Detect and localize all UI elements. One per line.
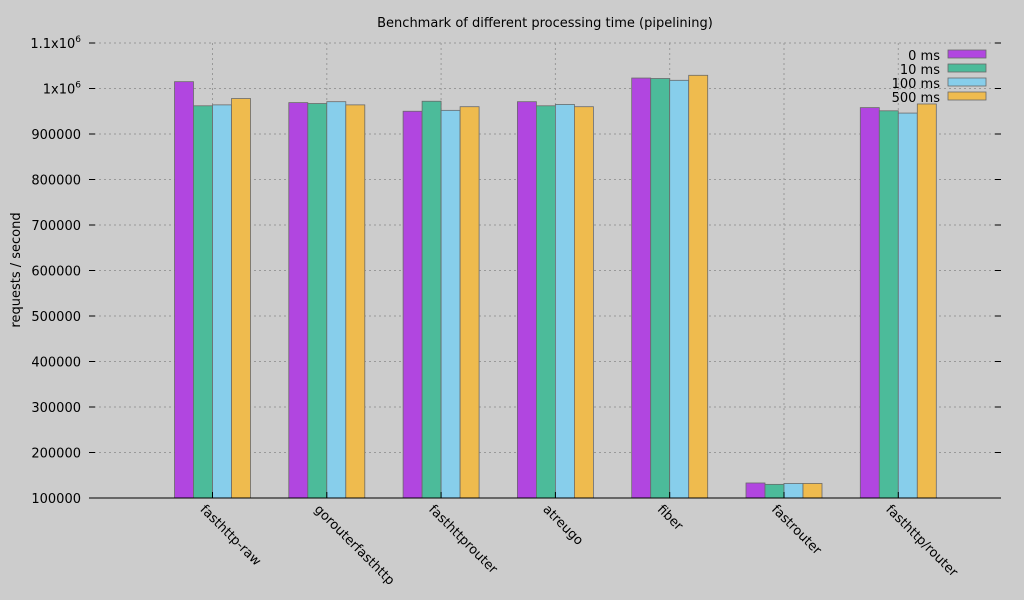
x-tick-label: fastrouter — [768, 502, 824, 558]
y-tick-label: 1.1x106 — [30, 35, 81, 52]
y-tick-label: 700000 — [31, 219, 81, 234]
bar-500ms-1 — [345, 104, 366, 499]
bar-0ms-2 — [402, 110, 423, 499]
bar-0ms-3 — [517, 101, 537, 499]
x-tick-label: atreugo — [540, 502, 586, 548]
axes — [89, 42, 1001, 499]
x-tick-label: gorouterfasthttp — [311, 502, 397, 588]
x-tick-label: fiber — [654, 502, 686, 534]
legend-label: 500 ms — [892, 91, 941, 106]
bar-0ms-1 — [288, 102, 309, 499]
y-tick-label: 1x106 — [43, 81, 82, 98]
y-tick-label: 300000 — [31, 401, 81, 416]
y-tick-label: 500000 — [31, 310, 81, 325]
x-tick-label: fasthttp/router — [882, 502, 960, 580]
bar-500ms-0 — [231, 98, 251, 499]
bars — [174, 74, 937, 499]
y-tick-label: 200000 — [31, 447, 81, 462]
bar-100ms-2 — [440, 109, 461, 499]
bar-500ms-3 — [574, 106, 594, 499]
x-tick-label: fasthttp-raw — [197, 502, 264, 569]
bar-100ms-4 — [669, 79, 690, 499]
y-tick-label: 600000 — [31, 265, 81, 280]
legend-label: 10 ms — [900, 63, 940, 78]
bar-0ms-5 — [745, 482, 766, 499]
bar-100ms-6 — [897, 112, 918, 499]
bar-10ms-1 — [307, 103, 328, 499]
y-tick-label: 100000 — [31, 492, 81, 507]
bar-100ms-0 — [212, 104, 232, 499]
y-tick-label: 900000 — [31, 128, 81, 143]
chart-title: Benchmark of different processing time (… — [377, 16, 713, 31]
bar-0ms-6 — [859, 107, 880, 499]
bar-100ms-1 — [326, 101, 347, 499]
legend-label: 100 ms — [892, 77, 941, 92]
legend-swatch — [947, 77, 987, 87]
y-tick-label: 400000 — [31, 356, 81, 371]
bar-0ms-0 — [174, 81, 194, 499]
x-tick-label: fasthttprouter — [425, 502, 500, 577]
legend-swatch — [947, 49, 987, 59]
bar-500ms-5 — [802, 483, 823, 499]
bar-10ms-2 — [421, 100, 442, 499]
bar-10ms-5 — [764, 483, 785, 499]
bar-0ms-4 — [631, 77, 652, 499]
bar-100ms-3 — [555, 104, 575, 499]
y-tick-label: 800000 — [31, 174, 81, 189]
legend-label: 0 ms — [908, 49, 940, 64]
bar-10ms-6 — [878, 110, 899, 499]
legend-swatch — [947, 91, 987, 101]
bar-100ms-5 — [783, 483, 804, 499]
bar-10ms-0 — [193, 105, 213, 499]
legend-swatch — [947, 63, 987, 73]
bar-10ms-3 — [536, 105, 556, 499]
bar-10ms-4 — [650, 78, 671, 499]
y-axis-label: requests / second — [9, 212, 24, 327]
bar-500ms-2 — [459, 106, 480, 499]
tick-labels: 100000 200000 300000 400000 500000 600000 7000… — [30, 35, 960, 588]
bar-500ms-6 — [916, 103, 937, 499]
bar-500ms-4 — [688, 74, 709, 499]
